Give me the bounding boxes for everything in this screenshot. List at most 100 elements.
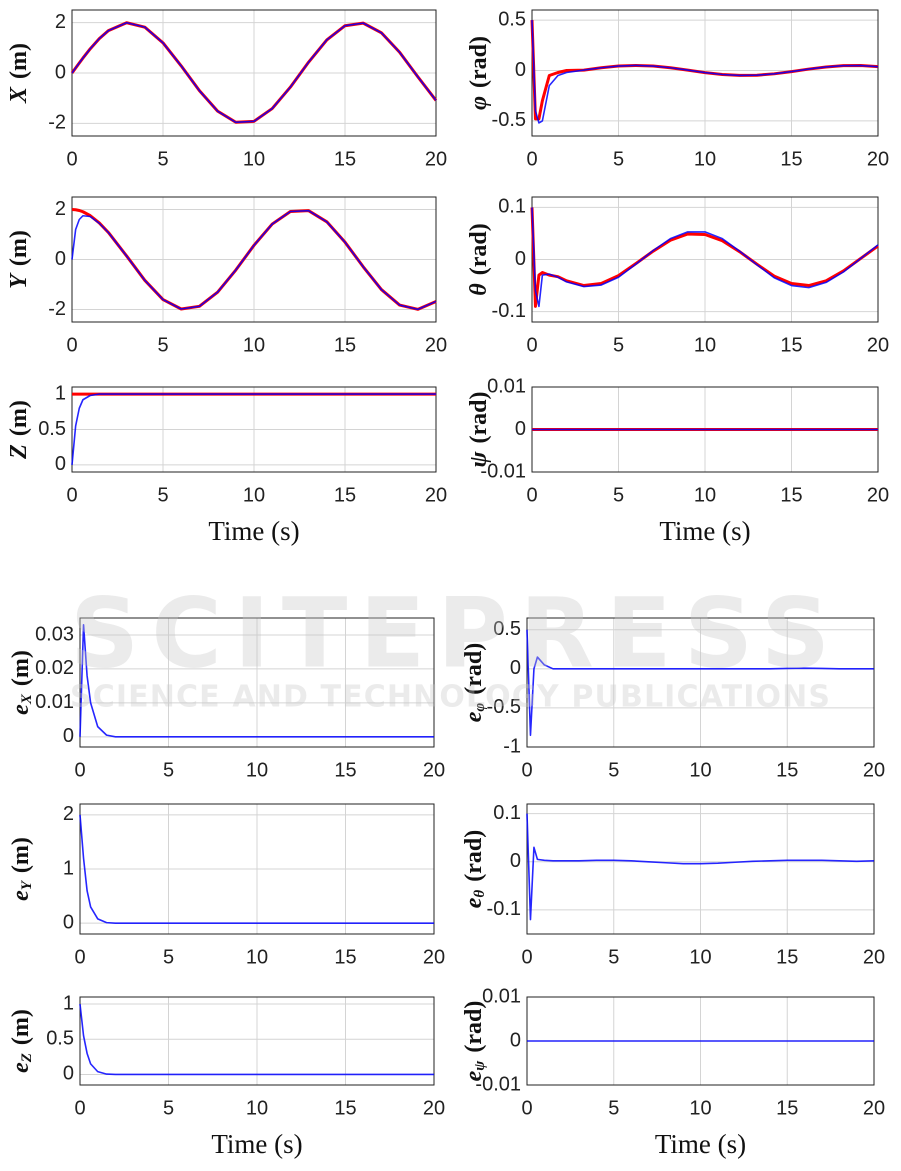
watermark-title: SCITEPRESS — [70, 577, 830, 689]
axes-frame — [79, 996, 435, 1086]
watermark-subtitle: SCIENCE AND TECHNOLOGY PUBLICATIONS — [70, 680, 830, 715]
x-tick-label: 15 — [334, 946, 356, 968]
x-tick-label: 5 — [608, 1097, 619, 1119]
y-label-unit: (m) — [6, 400, 32, 436]
x-tick-label: 5 — [163, 946, 174, 968]
x-tick-label: 10 — [694, 148, 716, 170]
y-tick-label: 0.5 — [498, 8, 526, 30]
subplot: 0 5 10 15 20-0.500.5φ(rad) — [466, 8, 890, 170]
x-tick-label: 20 — [863, 1097, 885, 1119]
y-tick-label: 0.5 — [38, 418, 66, 440]
y-axis-label: eX (m) — [8, 650, 36, 715]
y-axis-label: eψ (rad) — [461, 1001, 489, 1082]
y-tick-label: 0.02 — [35, 657, 74, 679]
y-axis-label: θ (rad) — [466, 223, 492, 295]
y-label-subscript: Z — [19, 1053, 35, 1063]
y-tick-label: 0 — [510, 1029, 521, 1051]
y-tick-label: 2 — [55, 198, 66, 220]
axes-frame — [526, 803, 875, 935]
series-line — [79, 814, 434, 924]
y-label-symbol: e — [461, 1070, 487, 1081]
y-tick-label: -0.01 — [475, 1073, 521, 1095]
x-tick-label: 15 — [776, 759, 798, 781]
axes-frame — [79, 617, 435, 748]
y-label-unit: (rad) — [466, 391, 492, 443]
x-tick-label: 5 — [157, 334, 168, 356]
y-tick-label: -0.01 — [480, 460, 526, 482]
axes-frame — [79, 803, 435, 935]
x-tick-label: 0 — [74, 759, 85, 781]
x-tick-label: 5 — [163, 1097, 174, 1119]
y-tick-label: -0.1 — [492, 300, 526, 322]
x-tick-label: 0 — [521, 1097, 532, 1119]
axes-frame — [526, 617, 875, 748]
x-tick-label: 0 — [66, 148, 77, 170]
y-label-unit: (m) — [6, 230, 32, 266]
series-line — [531, 207, 879, 308]
y-label-unit: (m) — [8, 650, 34, 686]
x-tick-label: 5 — [613, 334, 624, 356]
series-line — [79, 1003, 434, 1076]
y-tick-label: 0 — [55, 453, 66, 475]
x-tick-label: 20 — [423, 946, 445, 968]
series-line — [526, 629, 874, 737]
x-tick-label: 20 — [425, 148, 447, 170]
y-tick-label: 0 — [55, 61, 66, 83]
x-tick-label: 20 — [423, 759, 445, 781]
y-label-unit: (m) — [8, 837, 34, 873]
y-label-subscript: φ — [472, 703, 488, 712]
y-tick-label: 1 — [63, 992, 74, 1014]
y-tick-label: 0 — [55, 248, 66, 270]
x-tick-label: 0 — [526, 484, 537, 506]
x-tick-label: 10 — [246, 946, 268, 968]
y-tick-label: 0 — [510, 850, 521, 872]
y-tick-label: -0.1 — [487, 898, 521, 920]
x-tick-label: 10 — [689, 759, 711, 781]
y-label-symbol: e — [8, 1062, 34, 1073]
subplot: 0 5 10 15 20 0 0.01 0.02 0.03 eX (m) — [8, 617, 445, 781]
x-tick-label: 10 — [694, 484, 716, 506]
y-axis-label: X (m) — [6, 43, 32, 104]
y-tick-label: -2 — [48, 298, 66, 320]
x-tick-label: 5 — [163, 759, 174, 781]
y-tick-label: 0 — [515, 418, 526, 440]
y-tick-label: 0.01 — [35, 691, 74, 713]
y-tick-label: -1 — [503, 735, 521, 757]
x-tick-label: 0 — [74, 1097, 85, 1119]
x-tick-label: 15 — [334, 484, 356, 506]
y-axis-label: Z (m) — [6, 400, 32, 460]
y-tick-label: 0 — [63, 911, 74, 933]
series-line — [71, 209, 437, 311]
x-tick-label: 20 — [425, 484, 447, 506]
x-tick-label: 10 — [246, 759, 268, 781]
y-axis-label: eZ (m) — [8, 1009, 36, 1073]
series-line — [71, 393, 436, 465]
y-label-unit: (rad) — [466, 36, 492, 88]
series-line — [71, 21, 437, 124]
y-label-symbol: φ — [466, 96, 492, 110]
series-line — [79, 623, 434, 738]
y-label-symbol: e — [8, 704, 34, 715]
x-tick-label: 20 — [423, 1097, 445, 1119]
y-tick-label: 0.01 — [482, 985, 521, 1007]
y-label-unit: (rad) — [466, 223, 492, 275]
y-tick-label: 0.01 — [487, 375, 526, 397]
y-axis-label: eφ (rad) — [461, 643, 489, 722]
x-tick-label: 5 — [157, 484, 168, 506]
series-line — [526, 813, 875, 921]
y-axis-label: φ (rad) — [466, 36, 492, 110]
x-tick-label: 10 — [243, 148, 265, 170]
x-tick-label: 10 — [689, 1097, 711, 1119]
axes-frame — [71, 386, 437, 473]
y-tick-label: 0 — [515, 248, 526, 270]
y-tick-label: -2 — [48, 112, 66, 134]
x-tick-label: 5 — [613, 148, 624, 170]
y-label-unit: (rad) — [461, 830, 487, 882]
y-axis-label: ψ (rad) — [466, 391, 492, 467]
x-tick-label: 20 — [863, 946, 885, 968]
subplot: 0 5 10 15 20 -1 -0.5 0 0.5 eφ (rad) — [461, 617, 885, 781]
x-tick-label: 15 — [334, 148, 356, 170]
